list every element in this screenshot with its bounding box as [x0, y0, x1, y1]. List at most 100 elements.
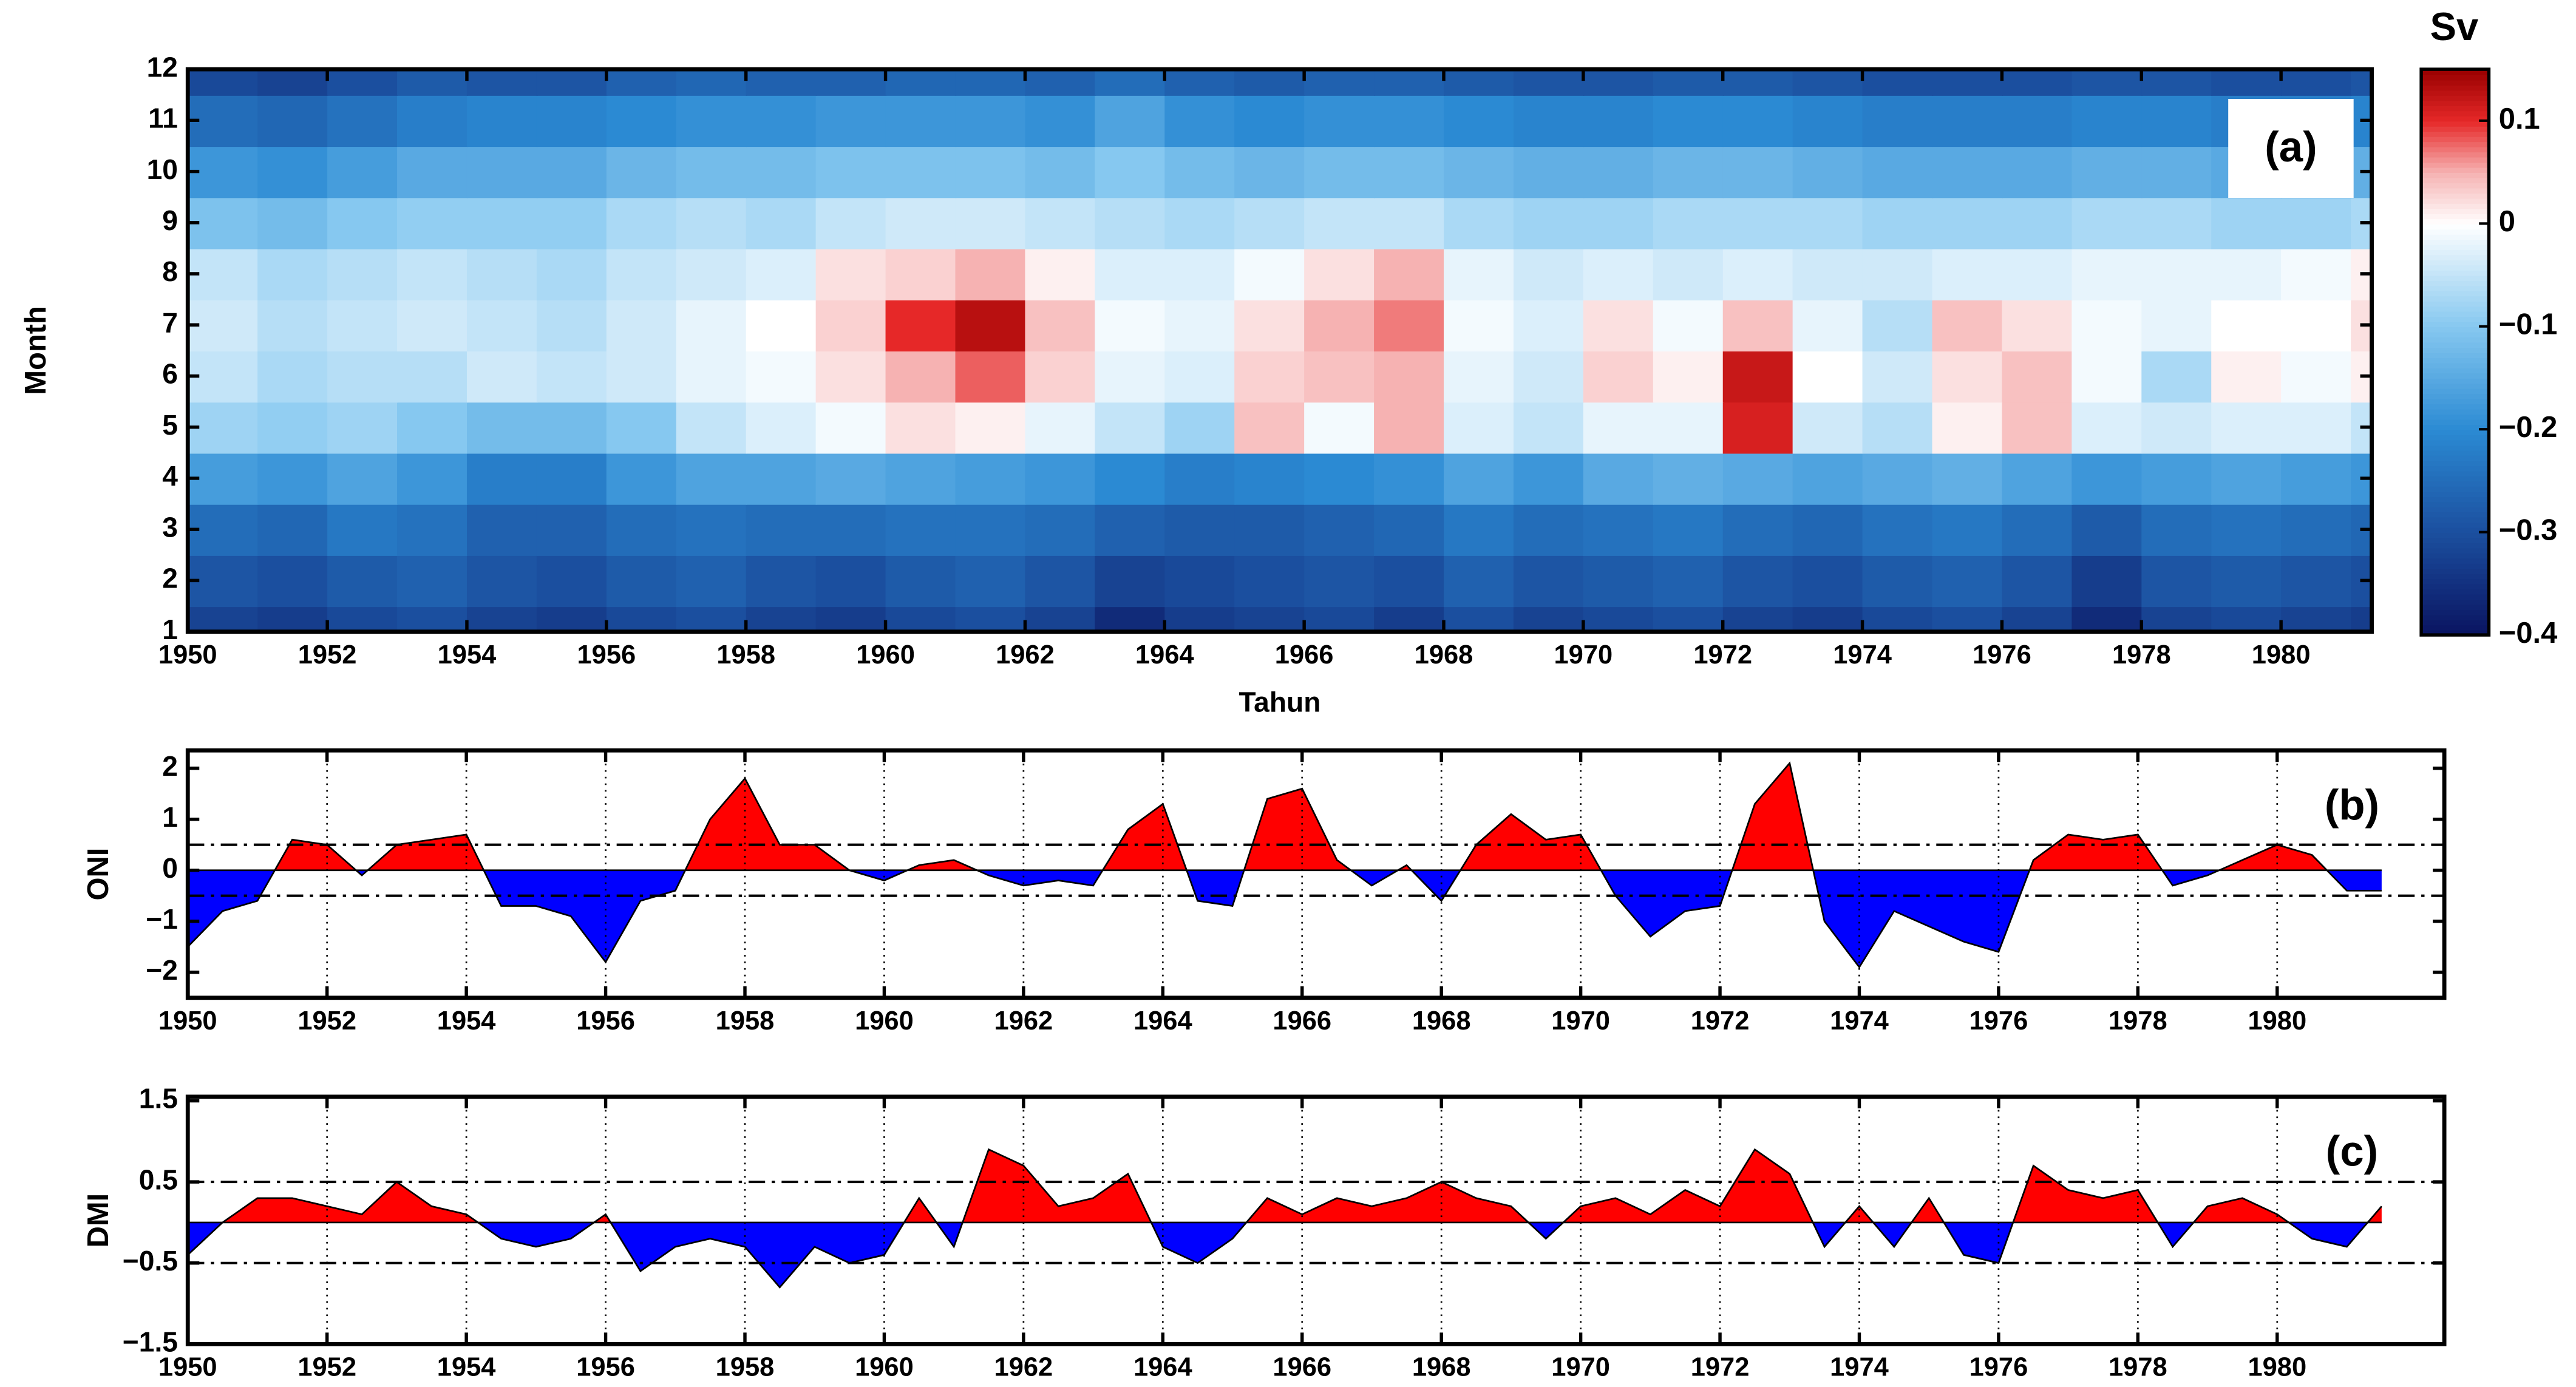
heat-cell [1444, 401, 1515, 454]
heat-cell [1304, 95, 1375, 148]
heat-cell [257, 504, 328, 556]
heat-cell [1095, 606, 1166, 633]
heat-cell [606, 606, 678, 633]
heat-cell [2211, 197, 2282, 249]
heat-cell [1653, 197, 1724, 249]
heat-cell [257, 606, 328, 633]
colorbar-swatch [2421, 362, 2489, 368]
heat-cell [1304, 504, 1375, 556]
colorbar-title: Sv [2430, 4, 2479, 49]
heat-cell [1374, 146, 1445, 198]
heat-cell [1932, 401, 2003, 454]
heat-cell [1444, 248, 1515, 300]
heat-cell [1234, 95, 1305, 148]
colorbar-swatch [2421, 172, 2489, 178]
heat-cell [2281, 401, 2352, 454]
heat-cell [1583, 350, 1654, 403]
colorbar-swatch [2421, 326, 2489, 333]
heat-cell [815, 95, 887, 148]
colorbar-swatch [2421, 599, 2489, 605]
colorbar-swatch [2421, 213, 2489, 220]
colorbar-swatch [2421, 542, 2489, 549]
heat-cell [327, 95, 398, 148]
colorbar-swatch [2421, 517, 2489, 523]
y-tick-label: −1.5 [123, 1326, 178, 1358]
x-tick-label: 1980 [2248, 1353, 2306, 1382]
heat-cell [1444, 504, 1515, 556]
area-positive [188, 763, 2382, 870]
colorbar-swatch [2421, 419, 2489, 426]
heat-cell [536, 69, 608, 96]
heat-cell [2281, 197, 2352, 249]
annotation: (b) [2325, 781, 2379, 829]
heat-cell [1095, 452, 1166, 505]
axes-frame [185, 748, 2447, 1000]
heat-cell [1722, 95, 1794, 148]
colorbar-swatch [2421, 511, 2489, 518]
heat-cell [1583, 606, 1654, 633]
y-tick-label: 12 [147, 51, 178, 83]
colorbar-swatch [2421, 450, 2489, 456]
heat-cell [955, 248, 1027, 300]
heat-cell [1374, 555, 1445, 608]
x-tick-label: 1970 [1551, 1353, 1610, 1382]
heat-cell [1234, 197, 1305, 249]
heat-cell [1932, 248, 2003, 300]
heat-cell [1862, 146, 1934, 198]
heat-cell [885, 197, 957, 249]
colorbar-swatch [2421, 537, 2489, 543]
colorbar-swatch [2421, 336, 2489, 343]
colorbar-swatch [2421, 434, 2489, 441]
heat-cell [1653, 606, 1724, 633]
heat-cell [955, 69, 1027, 96]
heat-cell [676, 401, 747, 454]
colorbar-swatch [2421, 347, 2489, 353]
heat-cell [1164, 350, 1235, 403]
y-tick-label: −0.5 [123, 1245, 178, 1277]
heat-cell [1862, 299, 1934, 351]
colorbar-swatch [2421, 439, 2489, 446]
heat-cell [1095, 95, 1166, 148]
colorbar-swatch [2421, 609, 2489, 616]
heat-cell [327, 299, 398, 351]
x-tick-label: 1958 [716, 640, 775, 670]
colorbar-swatch [2421, 249, 2489, 256]
heat-cell [1444, 452, 1515, 505]
colorbar-swatch [2421, 619, 2489, 626]
x-tick-label: 1956 [576, 1353, 635, 1382]
heat-cell [327, 555, 398, 608]
heat-cell [1653, 146, 1724, 198]
x-tick-label: 1968 [1415, 640, 1473, 670]
y-tick-label: 3 [162, 511, 178, 543]
heat-cell [188, 504, 259, 556]
heat-cell [1164, 146, 1235, 198]
x-tick-label: 1952 [297, 1006, 356, 1036]
heat-cell [2281, 504, 2352, 556]
heat-cell [1722, 350, 1794, 403]
heat-cell [1304, 146, 1375, 198]
heat-cell [1164, 401, 1235, 454]
heat-cell [1722, 197, 1794, 249]
heat-cell [1304, 248, 1375, 300]
heat-cell [1513, 248, 1585, 300]
heat-cell [955, 197, 1027, 249]
heat-cell [1792, 69, 1864, 96]
heat-cell [1444, 95, 1515, 148]
heat-cell [1862, 504, 1934, 556]
heat-cell [327, 350, 398, 403]
heat-cell [2141, 69, 2212, 96]
heat-cell [1444, 69, 1515, 96]
heat-cell [1792, 197, 1864, 249]
heat-cell [466, 555, 538, 608]
heat-cell [1653, 350, 1724, 403]
heat-cell [955, 146, 1027, 198]
heat-cell [746, 146, 817, 198]
heat-cell [327, 146, 398, 198]
x-tick-label: 1958 [716, 1353, 775, 1382]
heat-cell [1234, 350, 1305, 403]
heat-cell [815, 248, 887, 300]
colorbar-swatch [2421, 300, 2489, 307]
heat-cell [536, 401, 608, 454]
heat-cell [2141, 401, 2212, 454]
